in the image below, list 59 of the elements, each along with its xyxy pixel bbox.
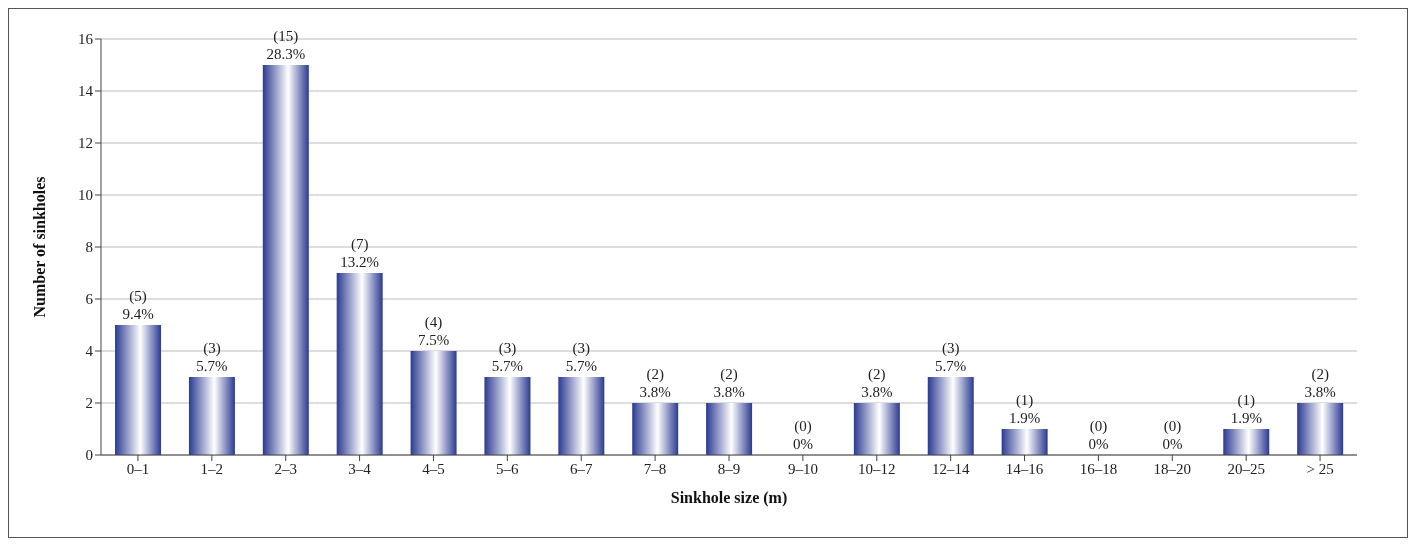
data-label: (5) 9.4% (122, 288, 154, 322)
data-label: (0) 0% (1088, 418, 1109, 452)
data-label: (0) 0% (1162, 418, 1183, 452)
bar (336, 273, 383, 455)
x-tick-label: 6–7 (569, 460, 593, 477)
x-tick-label: 20–25 (1227, 460, 1265, 477)
x-axis-title: Sinkhole size (m) (670, 489, 788, 507)
bar (484, 377, 531, 455)
bar (558, 377, 605, 455)
x-tick-label: 5–6 (496, 460, 520, 477)
y-tick-label: 10 (78, 187, 93, 204)
x-tick-label: 2–3 (274, 460, 297, 477)
y-tick-label: 2 (85, 395, 93, 412)
bar (927, 377, 974, 455)
bar (706, 403, 753, 455)
y-tick-label: 14 (78, 83, 94, 100)
data-label: (3) 5.7% (491, 340, 524, 374)
y-tick-label: 0 (85, 447, 93, 464)
bar (1223, 429, 1270, 455)
y-tick-label: 16 (78, 31, 94, 48)
y-tick-label: 12 (78, 135, 93, 152)
y-tick-label: 8 (85, 239, 93, 256)
x-tick-label: 8–9 (717, 460, 741, 477)
bar (1001, 429, 1048, 455)
x-tick-label: 7–8 (643, 460, 667, 477)
x-tick-label: 0–1 (126, 460, 150, 477)
data-label: (1) 1.9% (1009, 392, 1041, 426)
x-tick-label: 4–5 (422, 460, 445, 477)
data-label: (3) 5.7% (565, 340, 597, 374)
bar (853, 403, 900, 455)
bar (410, 351, 457, 455)
x-tick-label: > 25 (1306, 460, 1334, 477)
data-label: (2) 3.8% (1304, 366, 1336, 400)
data-label: (15) 28.3% (266, 28, 306, 62)
bar (115, 325, 162, 455)
data-label: (7) 13.2% (340, 236, 380, 270)
data-label: (1) 1.9% (1230, 392, 1262, 426)
x-tick-label: 12–14 (931, 460, 970, 477)
bar (188, 377, 235, 455)
bar (1297, 403, 1344, 455)
x-tick-label: 10–12 (858, 460, 896, 477)
data-label: (3) 5.7% (196, 340, 228, 374)
data-label: (0) 0% (792, 418, 813, 452)
data-label: (2) 3.8% (861, 366, 893, 400)
x-tick-label: 18–20 (1153, 460, 1192, 477)
data-label: (2) 3.8% (639, 366, 671, 400)
bar (632, 403, 679, 455)
y-axis-title: Number of sinkholes (30, 176, 48, 318)
data-label: (4) 7.5% (417, 314, 450, 348)
y-tick-label: 6 (85, 291, 94, 308)
x-tick-label: 3–4 (348, 460, 372, 477)
data-label: (3) 5.7% (935, 340, 967, 374)
x-tick-label: 1–2 (200, 460, 224, 477)
x-tick-label: 9–10 (787, 460, 818, 477)
x-tick-label: 14–16 (1005, 460, 1044, 477)
x-tick-label: 16–18 (1079, 460, 1118, 477)
y-tick-label: 4 (85, 343, 94, 360)
data-label: (2) 3.8% (713, 366, 745, 400)
bar (262, 65, 309, 455)
